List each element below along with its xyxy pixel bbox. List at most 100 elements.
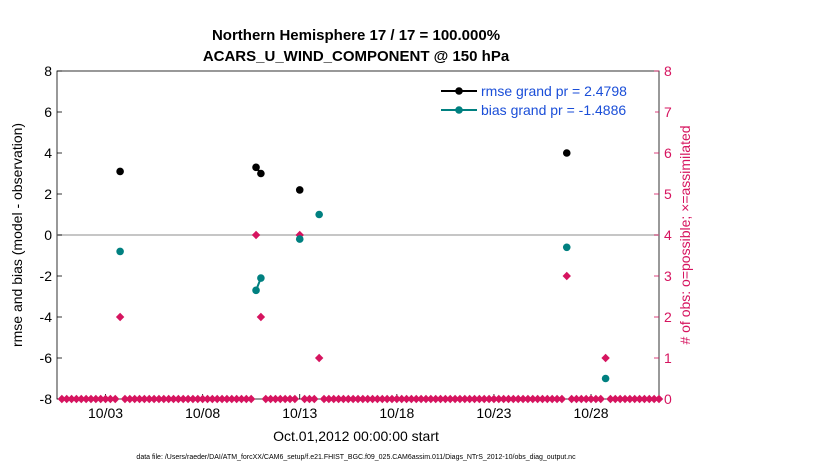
rmse-point (257, 169, 265, 178)
obs-count-marker (193, 394, 202, 404)
obs-count-marker (494, 394, 503, 404)
obs-count-marker (528, 394, 537, 404)
x-tick-label: 10/23 (476, 405, 511, 421)
chart-title: Northern Hemisphere 17 / 17 = 100.000% (212, 27, 500, 44)
y-tick-label: 6 (44, 104, 52, 120)
bias-legend-label: bias grand pr = -1.4886 (481, 102, 626, 118)
obs-count-marker (615, 394, 625, 404)
obs-count-marker (271, 394, 280, 404)
obs-count-marker (203, 394, 212, 404)
obs-count-marker (363, 394, 372, 404)
rmse-legend-marker (455, 87, 463, 95)
y2-tick-label: 6 (664, 145, 672, 161)
obs-count-marker (562, 271, 571, 281)
obs-count-marker (450, 394, 460, 404)
obs-count-marker (557, 394, 567, 404)
obs-count-marker (649, 394, 659, 404)
obs-count-marker (237, 394, 246, 404)
y-tick-label: -4 (40, 309, 53, 325)
obs-count-marker (514, 394, 523, 404)
obs-count-marker (635, 394, 644, 404)
bias-point (252, 286, 260, 295)
bias-point (562, 243, 571, 252)
y-tick-label: -6 (40, 350, 53, 366)
y2-tick-label: 5 (664, 186, 672, 202)
obs-count-marker (232, 394, 241, 404)
obs-count-marker (188, 394, 198, 404)
obs-count-marker (446, 394, 455, 404)
x-tick-label: 10/18 (379, 405, 414, 421)
obs-count-marker (86, 394, 96, 404)
y-tick-label: 2 (44, 186, 52, 202)
obs-count-marker (353, 394, 363, 404)
obs-count-marker (334, 394, 343, 404)
obs-count-marker (169, 394, 178, 404)
obs-count-marker (484, 394, 494, 404)
obs-count-marker (596, 394, 605, 404)
obs-count-marker (577, 394, 586, 404)
x-tick-label: 10/13 (282, 405, 317, 421)
y2-tick-label: 8 (664, 63, 672, 79)
obs-count-marker (174, 394, 183, 404)
obs-count-marker (426, 394, 436, 404)
obs-count-marker (586, 394, 596, 404)
obs-count-marker (518, 394, 528, 404)
rmse-point (116, 167, 124, 176)
obs-count-marker (256, 312, 266, 322)
obs-count-marker (164, 394, 173, 404)
y-axis-label: rmse and bias (model - observation) (9, 123, 25, 347)
obs-count-marker (242, 394, 251, 404)
y-tick-label: 0 (44, 227, 52, 243)
legend-box (436, 78, 655, 120)
obs-count-marker (601, 353, 610, 363)
obs-count-marker (504, 394, 513, 404)
obs-count-marker (465, 394, 474, 404)
y-tick-label: 4 (44, 145, 52, 161)
obs-count-marker (179, 394, 188, 404)
obs-count-marker (106, 394, 115, 404)
rmse-point (252, 163, 260, 172)
obs-count-marker (140, 394, 149, 404)
obs-count-marker (460, 394, 470, 404)
x-axis-label: Oct.01,2012 00:00:00 start (273, 428, 439, 444)
obs-count-marker (402, 394, 411, 404)
obs-count-marker (523, 394, 533, 404)
bias-point (315, 210, 323, 219)
obs-count-marker (509, 394, 518, 404)
obs-count-marker (397, 394, 406, 404)
obs-count-marker (246, 394, 256, 404)
bias-point (295, 235, 304, 243)
obs-count-marker (217, 394, 227, 404)
obs-count-marker (348, 394, 358, 404)
obs-count-marker (436, 394, 445, 404)
obs-count-marker (77, 394, 86, 404)
y-tick-label: -2 (40, 268, 53, 284)
obs-count-marker (421, 394, 431, 404)
obs-count-marker (611, 394, 620, 404)
rmse-legend-label: rmse grand pr = 2.4798 (481, 83, 627, 99)
obs-count-marker (358, 394, 368, 404)
obs-count-marker (266, 394, 275, 404)
obs-count-marker (319, 394, 329, 404)
obs-count-marker (111, 394, 120, 404)
obs-count-marker (344, 394, 353, 404)
obs-count-marker (533, 394, 542, 404)
obs-count-marker (407, 394, 416, 404)
obs-count-marker (290, 394, 300, 404)
obs-count-marker (645, 394, 654, 404)
obs-count-marker (373, 394, 382, 404)
obs-count-marker (213, 394, 222, 404)
obs-count-marker (130, 394, 139, 404)
obs-count-marker (67, 394, 76, 404)
obs-count-marker (654, 394, 664, 404)
obs-count-marker (538, 394, 547, 404)
x-tick-label: 10/08 (185, 405, 220, 421)
y-tick-label: 8 (44, 63, 52, 79)
x-tick-label: 10/03 (88, 405, 123, 421)
obs-count-marker (475, 394, 484, 404)
y2-tick-label: 0 (664, 391, 672, 407)
bias-legend-marker (455, 106, 463, 114)
obs-count-marker (606, 394, 615, 404)
obs-count-marker (329, 394, 338, 404)
obs-count-marker (368, 394, 377, 404)
